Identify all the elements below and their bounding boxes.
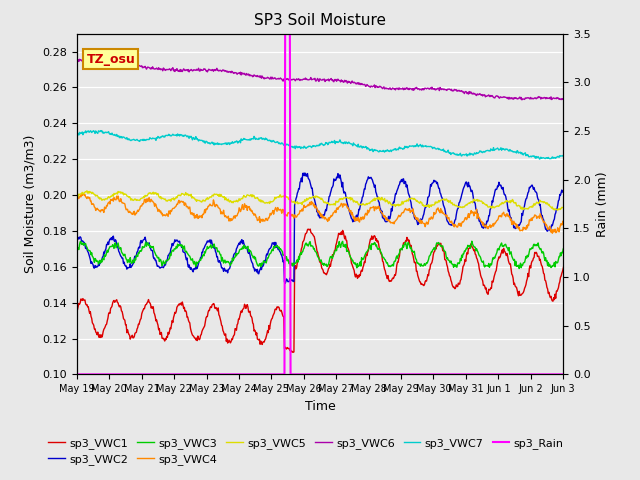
Y-axis label: Rain (mm): Rain (mm) [596,171,609,237]
Y-axis label: Soil Moisture (m3/m3): Soil Moisture (m3/m3) [24,135,36,273]
Text: TZ_osu: TZ_osu [86,53,135,66]
Title: SP3 Soil Moisture: SP3 Soil Moisture [254,13,386,28]
X-axis label: Time: Time [305,400,335,413]
Legend: sp3_VWC1, sp3_VWC2, sp3_VWC3, sp3_VWC4, sp3_VWC5, sp3_VWC6, sp3_VWC7, sp3_Rain: sp3_VWC1, sp3_VWC2, sp3_VWC3, sp3_VWC4, … [44,433,568,469]
